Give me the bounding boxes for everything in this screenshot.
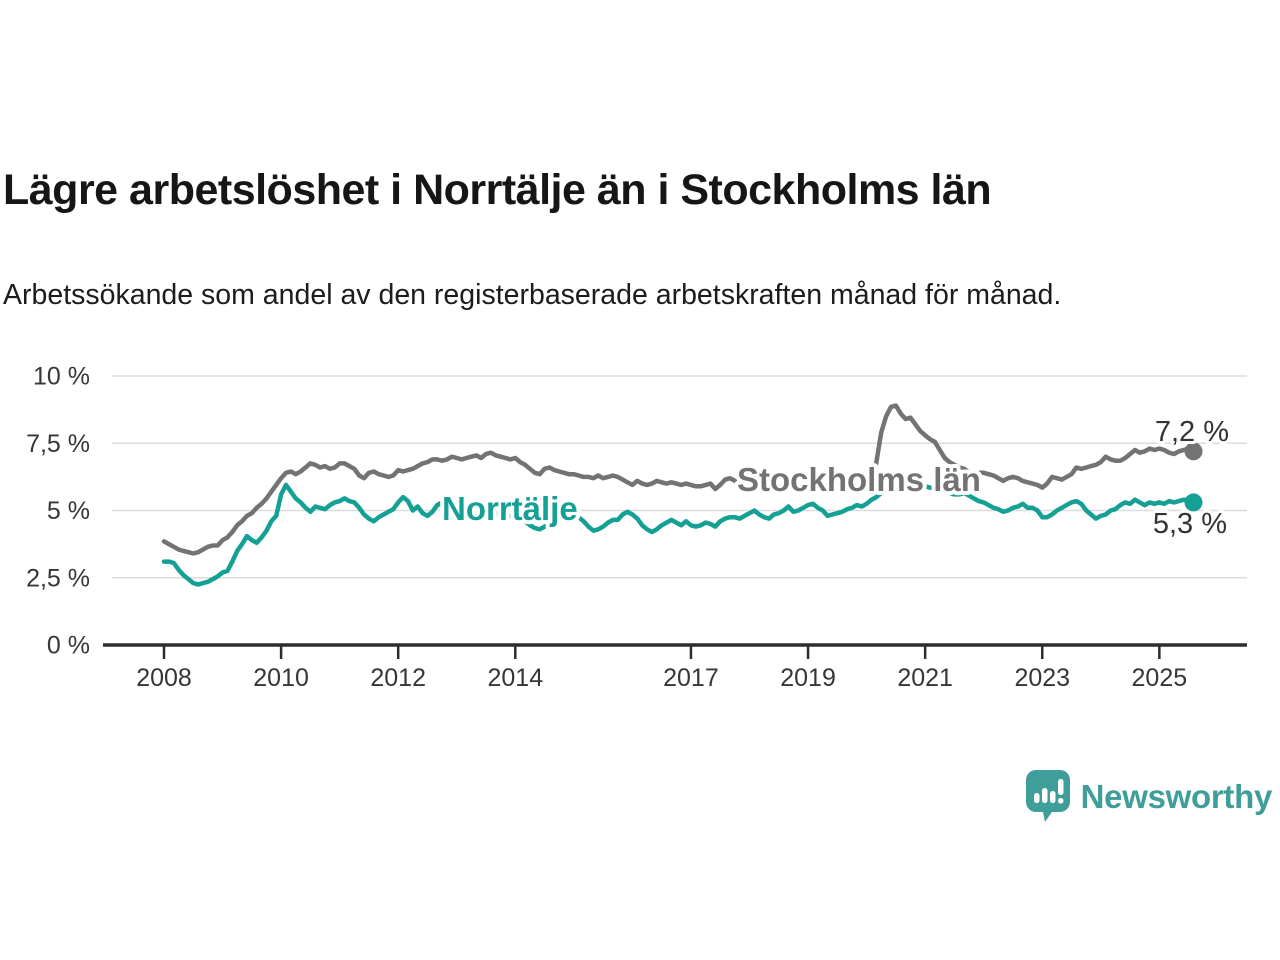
series-label: Norrtälje: [442, 490, 578, 527]
page-title: Lägre arbetslöshet i Norrtälje än i Stoc…: [3, 165, 992, 214]
newsworthy-wordmark: Newsworthy: [1080, 778, 1273, 815]
series-label: Stockholms län: [737, 461, 981, 498]
end-value-label: 5,3 %: [1153, 508, 1227, 540]
series-line-norrtalje: [161, 482, 1196, 587]
y-axis-label: 2,5 %: [26, 564, 90, 592]
y-axis-label: 10 %: [33, 363, 90, 391]
x-axis-label: 2012: [370, 664, 426, 692]
x-axis-label: 2008: [136, 664, 192, 692]
y-axis-label: 7,5 %: [26, 430, 90, 458]
x-axis-label: 2010: [253, 664, 309, 692]
newsworthy-bar-chart-speech-bubble-icon: [1025, 770, 1070, 822]
end-value-label: 7,2 %: [1155, 416, 1229, 448]
x-axis-label: 2019: [780, 664, 836, 692]
x-axis-label: 2014: [487, 664, 543, 692]
series-end-dot: [1184, 493, 1203, 512]
x-axis-label: 2017: [663, 664, 719, 692]
x-axis-label: 2025: [1132, 664, 1188, 692]
y-axis-label: 0 %: [47, 632, 90, 660]
series-end-dot: [1184, 442, 1203, 461]
newsworthy-logo: Newsworthy: [1025, 770, 1273, 824]
y-axis-label: 5 %: [47, 497, 90, 525]
chart-subtitle: Arbetssökande som andel av den registerb…: [3, 278, 1062, 311]
x-axis-label: 2023: [1014, 664, 1070, 692]
x-axis-label: 2021: [897, 664, 953, 692]
series-line-stockholms-lan: [161, 403, 1196, 556]
